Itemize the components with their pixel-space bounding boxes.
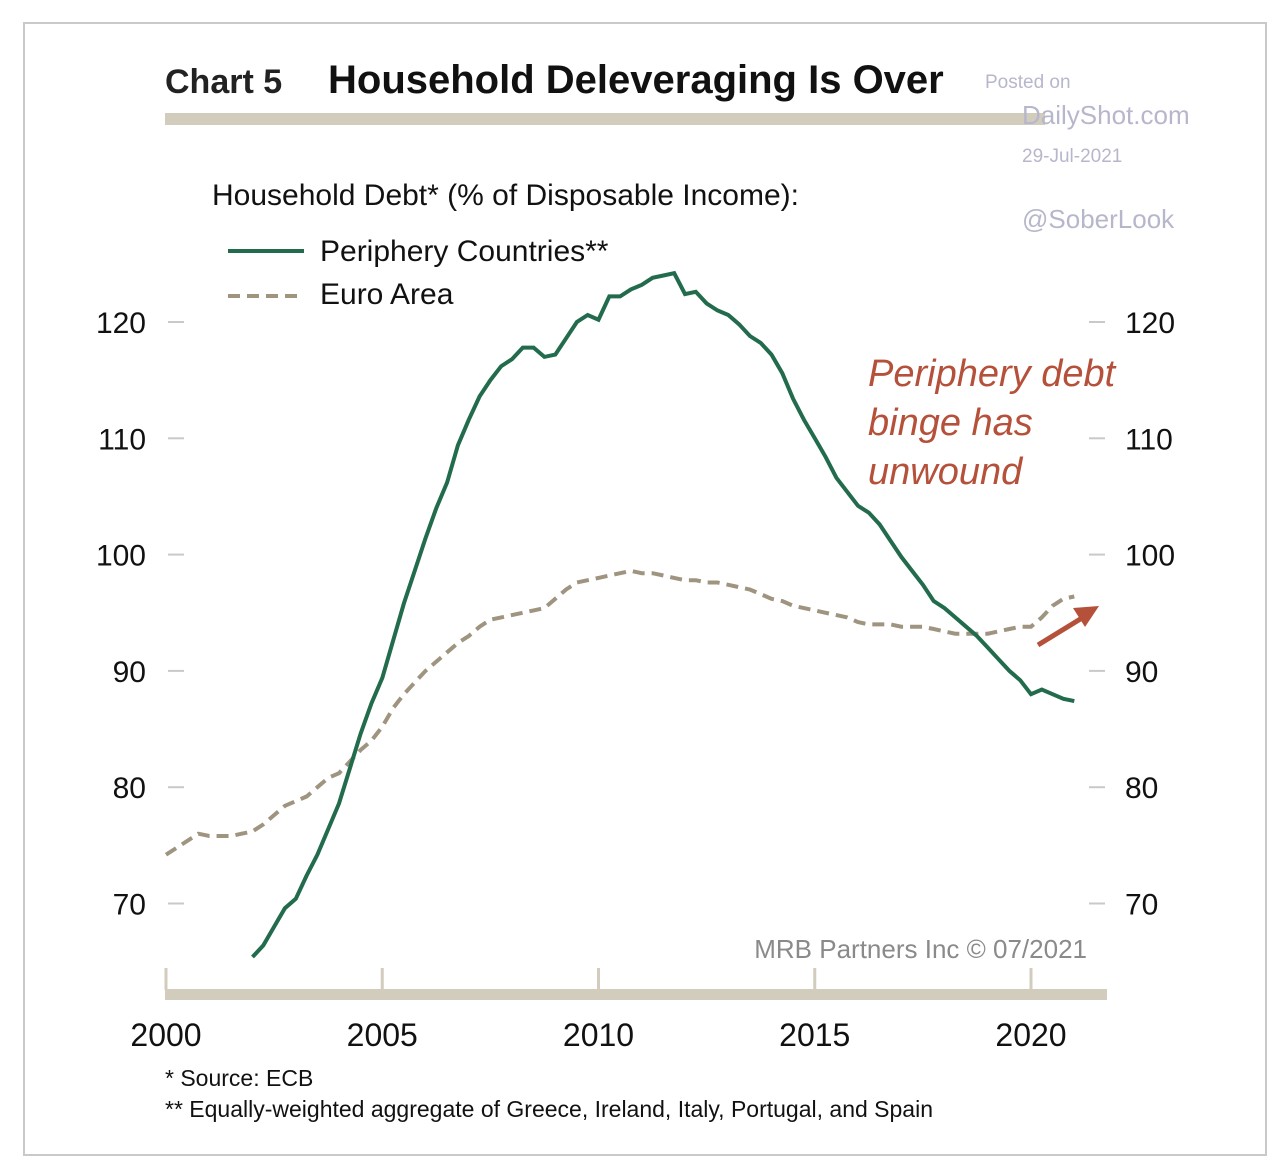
x-tick-label: 2015: [779, 1017, 850, 1053]
annotation-line-1: Periphery debt: [868, 353, 1117, 395]
chart-title: Household Deleveraging Is Over: [328, 58, 944, 102]
y-tick-label-left: 120: [96, 307, 146, 340]
y-tick-label-right: 120: [1125, 307, 1175, 340]
y-tick-label-left: 80: [113, 772, 146, 805]
y-tick-label-right: 100: [1125, 540, 1175, 573]
watermark-handle: @SoberLook: [1022, 204, 1175, 234]
chart-number: Chart 5: [165, 63, 282, 101]
y-tick-label-right: 80: [1125, 772, 1158, 805]
legend-label-periphery: Periphery Countries**: [320, 235, 609, 268]
x-axis-bar: [165, 989, 1107, 1000]
footnote-source: * Source: ECB: [165, 1065, 313, 1091]
y-tick-label-right: 110: [1125, 423, 1173, 456]
y-tick-label-right: 70: [1125, 889, 1158, 922]
y-tick-label-left: 110: [98, 423, 146, 456]
y-tick-label-left: 70: [113, 889, 146, 922]
annotation-arrow: [1036, 606, 1099, 648]
chart-frame: [23, 22, 1267, 1156]
y-tick-label-left: 90: [113, 656, 146, 689]
watermark-posted-on: Posted on: [985, 72, 1071, 93]
annotation-line-3: unwound: [868, 451, 1024, 493]
x-tick-label: 2020: [995, 1017, 1066, 1053]
chart-subtitle: Household Debt* (% of Disposable Income)…: [212, 179, 799, 212]
y-tick-label-right: 90: [1125, 656, 1158, 689]
legend-label-euro-area: Euro Area: [320, 278, 454, 311]
y-tick-label-left: 100: [96, 540, 146, 573]
annotation-line-2: binge has: [868, 402, 1033, 444]
x-tick-label: 2000: [130, 1017, 201, 1053]
y-axis-left: 70 80 90 100 110 120: [96, 307, 184, 922]
x-tick-label: 2005: [347, 1017, 418, 1053]
footnote-aggregate: ** Equally-weighted aggregate of Greece,…: [165, 1096, 933, 1122]
y-axis-right: 70 80 90 100 110 120: [1089, 307, 1175, 922]
watermark-site: DailyShot.com: [1022, 100, 1190, 130]
series-line-euro-area: [164, 568, 1075, 857]
credit-text: MRB Partners Inc © 07/2021: [754, 934, 1087, 964]
title-underline: [165, 113, 1045, 125]
watermark-date: 29-Jul-2021: [1022, 146, 1122, 167]
series-line-periphery: [251, 270, 1075, 959]
x-tick-label: 2010: [563, 1017, 634, 1053]
x-axis: 2000 2005 2010 2015 2020: [130, 968, 1067, 1053]
